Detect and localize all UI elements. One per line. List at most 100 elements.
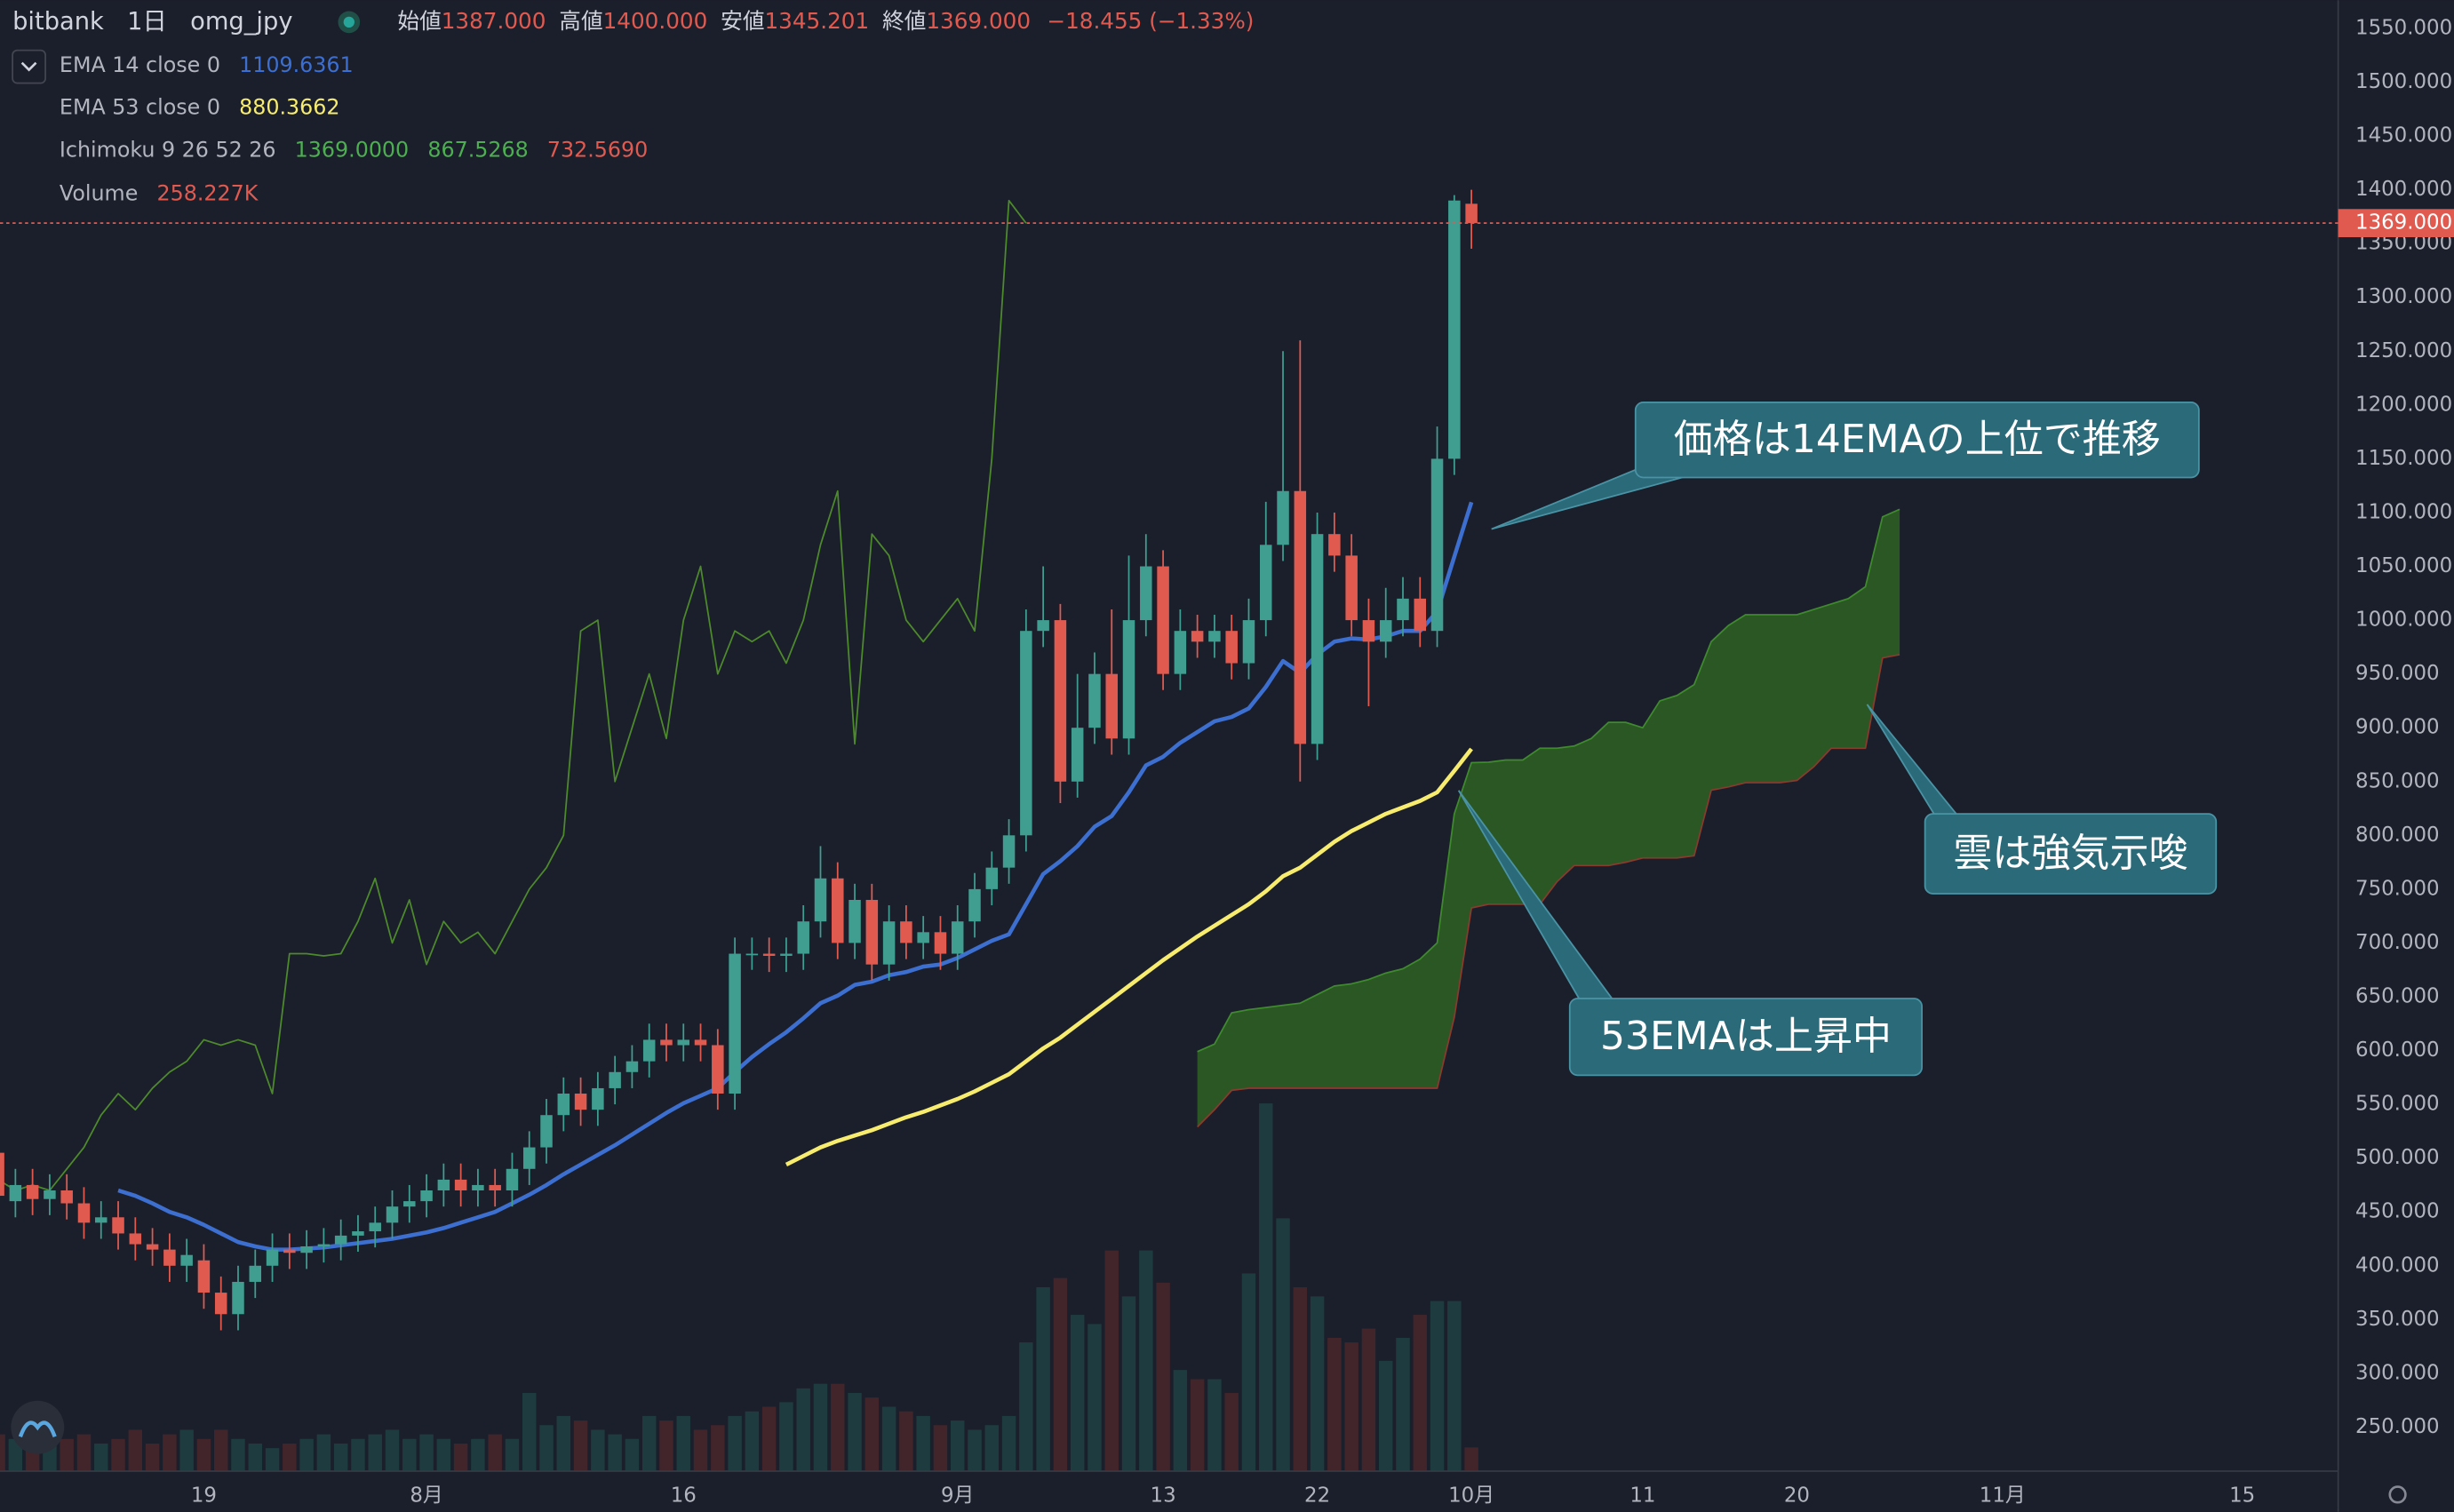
volume-bar [556,1415,571,1471]
candle-body [112,1217,124,1234]
ohlc-value: 1400.000 [603,8,708,34]
axes: 250.000 300.000 350.000 400.000 450.000 500.0… [191,16,2452,1507]
candle-body [934,932,947,954]
legend-entry: Volume 258.227K [60,180,259,205]
ema14-line [117,501,1474,1252]
volume-bar [333,1443,348,1471]
candle-body [1105,673,1118,739]
x-tick-label: 11月 [1980,1484,2026,1508]
volume-bar [1190,1379,1205,1471]
x-tick-label: 11 [1629,1484,1655,1508]
candle-body [300,1245,313,1253]
ohlc-label: 安値 [721,8,764,34]
candle-body [1225,631,1238,664]
candle-body [985,867,999,889]
volume-bar [1344,1342,1358,1471]
candle-body [1448,200,1461,459]
volume-bar [163,1434,177,1471]
candle-body [1088,673,1101,728]
volume-bar [1019,1342,1033,1471]
callout-box [1634,402,2200,479]
volume-bar [265,1448,280,1471]
legend-value: 880.3662 [239,94,339,119]
candle-body [917,932,929,943]
y-tick-label: 300.000 [2355,1361,2440,1384]
candle-body [832,878,844,943]
volume-bar [111,1438,125,1471]
y-tick-label: 1300.000 [2355,285,2452,308]
volume-bar [8,1438,23,1471]
x-tick-label: 10月 [1448,1484,1494,1508]
candle-body [1465,203,1478,224]
x-tick-label: 15 [2229,1484,2255,1508]
candle-body [814,878,827,922]
y-tick-label: 950.000 [2355,662,2440,685]
callout-text: 53EMAは上昇中 [1600,1014,1892,1059]
chevron[interactable] [20,61,37,72]
candle-body [334,1235,347,1245]
volume-bar [951,1420,965,1471]
y-tick-label: 900.000 [2355,716,2440,739]
candle-body [797,921,809,954]
legend-value: 1369.0000 [295,137,410,162]
y-tick-label: 500.000 [2355,1146,2440,1169]
volume-bar [248,1443,262,1471]
candle-body [1430,458,1444,632]
candle-body [660,1039,673,1046]
collapse-box[interactable] [12,49,46,84]
candle-body [26,1184,39,1199]
candle-body [1071,728,1084,782]
candle-body [677,1039,689,1046]
volume-bar [385,1429,400,1471]
volume-bar [916,1415,930,1471]
volume-bar [813,1383,828,1471]
candle-body [249,1265,262,1282]
volume-bar [1053,1277,1068,1471]
legend-entry: EMA 14 close 0 1109.6361 [60,52,354,77]
candle-body [403,1201,416,1207]
y-tick-label: 800.000 [2355,824,2440,847]
y-tick-label: 1000.000 [2355,609,2452,632]
candle-body [1397,598,1409,621]
y-tick-label: 600.000 [2355,1039,2440,1062]
settings-icon[interactable] [2388,1485,2407,1504]
volume-bar [1173,1370,1188,1471]
candle-body [0,1152,4,1197]
volume-bar [1224,1393,1239,1471]
volume-bar [60,1438,74,1471]
volume-bar [1378,1360,1393,1471]
x-tick-label: 16 [671,1484,697,1508]
volume-bar [522,1393,537,1471]
y-tick-label: 1450.000 [2355,124,2452,147]
y-tick-label: 700.000 [2355,931,2440,954]
volume-bar [745,1411,760,1471]
y-tick-label: 250.000 [2355,1415,2440,1438]
collapse-button[interactable] [12,49,46,84]
volume-bar [831,1383,845,1471]
volume-bar [1156,1282,1170,1471]
volume-bar [864,1397,880,1471]
volume-bar [419,1434,434,1471]
volume-bar [316,1434,331,1471]
candle-body [900,921,912,943]
volume-bar [1036,1287,1050,1471]
cloud-fill [1197,509,1900,1127]
candle-body [1208,631,1221,642]
volume-bar [1361,1328,1376,1471]
x-tick-label: 22 [1304,1484,1330,1508]
volume-bar [899,1411,913,1471]
volume-bar [573,1420,588,1471]
legend: EMA 14 close 0 1109.6361 EMA 53 close 0 880… [60,52,648,205]
candle-body [1260,545,1272,621]
volume-bar [402,1438,417,1471]
candle-body [745,953,759,956]
candle-body [1157,566,1169,674]
status-dot [343,16,355,28]
volume-bar [1276,1218,1290,1471]
volume-bar [796,1388,810,1471]
lagging-span [0,199,1027,1191]
legend-value: 732.5690 [547,137,648,162]
volume-bar [128,1429,143,1471]
y-tick-label: 1100.000 [2355,500,2452,523]
y-tick-label: 550.000 [2355,1093,2440,1116]
